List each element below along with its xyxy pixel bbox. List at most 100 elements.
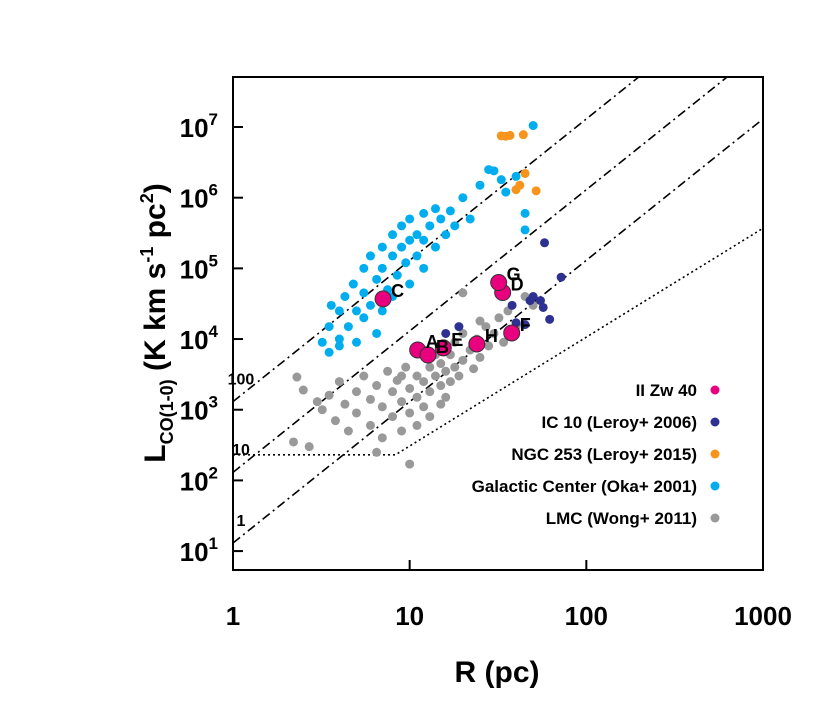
point (494, 313, 504, 323)
point (501, 187, 511, 197)
point (468, 335, 486, 353)
point (388, 412, 398, 422)
reference-lines (233, 77, 763, 544)
point (515, 180, 525, 190)
y-tick-exponent: 2 (209, 463, 218, 482)
point (388, 251, 398, 261)
point (419, 377, 429, 387)
point (324, 347, 334, 357)
point (441, 328, 451, 338)
point (388, 387, 398, 397)
point (436, 381, 446, 391)
point (397, 371, 407, 381)
point-label: D (511, 275, 524, 295)
y-tick-exponent: 7 (209, 110, 218, 129)
point (538, 302, 548, 312)
point (377, 242, 387, 252)
point (419, 402, 429, 412)
point (330, 416, 340, 426)
point (377, 402, 387, 412)
point (359, 313, 369, 323)
point (412, 251, 422, 261)
point-label: F (520, 315, 531, 335)
point (343, 426, 353, 436)
y-label-sup: 2 (137, 193, 157, 203)
x-tick-label: 1 (226, 601, 240, 631)
point (430, 242, 440, 252)
point (511, 171, 521, 181)
point (298, 385, 308, 395)
y-tick-base: 10 (180, 113, 209, 143)
point (458, 355, 468, 365)
legend-label: II Zw 40 (636, 381, 697, 400)
point-label: B (436, 337, 449, 357)
point (388, 230, 398, 240)
y-tick-exponent: 1 (209, 534, 218, 553)
point-label: H (485, 326, 498, 346)
point (359, 371, 369, 381)
point (372, 447, 382, 457)
point (520, 168, 530, 178)
y-tick-base: 10 (180, 254, 209, 284)
point (475, 180, 485, 190)
reference-line (233, 118, 763, 544)
point (441, 230, 451, 240)
point (372, 274, 382, 284)
point (507, 300, 517, 310)
point (520, 320, 530, 330)
point (405, 279, 415, 289)
point (475, 352, 485, 362)
x-tick-label: 100 (565, 601, 608, 631)
point (535, 296, 545, 306)
legend-marker (710, 449, 720, 459)
point (425, 387, 435, 397)
legend-label: NGC 253 (Leroy+ 2015) (511, 445, 697, 464)
point (481, 322, 491, 332)
point (465, 214, 475, 224)
point (450, 337, 460, 347)
x-axis-label: R (pc) (455, 656, 540, 689)
reference-line-label: 10 (232, 442, 250, 459)
point (434, 339, 452, 357)
reference-line (233, 77, 729, 473)
y-label-sub: CO(1-0) (157, 379, 177, 444)
point (489, 328, 499, 338)
point (392, 270, 402, 280)
y-tick-base: 10 (180, 396, 209, 426)
points (288, 121, 566, 469)
point (412, 371, 422, 381)
y-label-part: pc (139, 203, 172, 246)
point (405, 408, 415, 418)
point-label: C (391, 281, 404, 301)
point (288, 437, 298, 447)
point (334, 377, 344, 387)
point (351, 387, 361, 397)
point (458, 288, 468, 298)
point (405, 459, 415, 469)
point (397, 397, 407, 407)
point (324, 390, 334, 400)
point (528, 121, 538, 131)
y-tick-label: 105 (180, 251, 218, 284)
point (377, 306, 387, 316)
point (351, 337, 361, 347)
point (419, 346, 437, 364)
point (377, 263, 387, 273)
point (343, 322, 353, 332)
y-tick-base: 10 (180, 184, 209, 214)
y-tick-base: 10 (180, 537, 209, 567)
point (489, 166, 499, 176)
point (292, 372, 302, 382)
y-tick-label: 102 (180, 463, 218, 496)
point (458, 328, 468, 338)
point (540, 238, 550, 248)
x-tick-label: 10 (395, 601, 424, 631)
point (445, 206, 455, 216)
point (317, 405, 327, 415)
point (365, 420, 375, 430)
point (484, 341, 494, 351)
point (469, 364, 479, 374)
point (419, 263, 429, 273)
plot-frame (232, 76, 764, 571)
reference-line-label: 1 (237, 513, 246, 530)
